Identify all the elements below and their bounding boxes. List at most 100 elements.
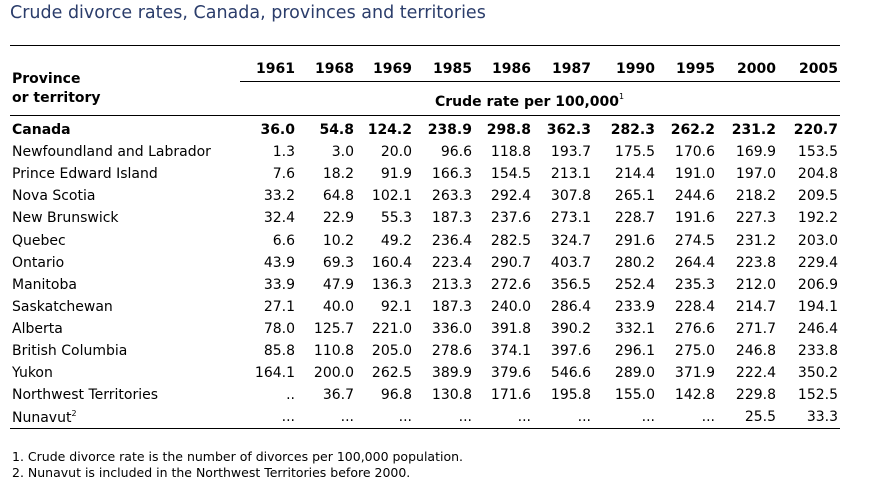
- table-cell: 91.9: [380, 166, 412, 183]
- table-cell: 10.2: [322, 232, 354, 249]
- table-cell: 187.3: [431, 298, 472, 315]
- row-label-text: Nunavut: [12, 410, 72, 427]
- table-cell: 200.0: [313, 365, 354, 382]
- year-header-1987: 1987: [552, 61, 591, 77]
- table-cell: 389.9: [431, 365, 472, 382]
- row-label: Saskatchewan: [12, 299, 113, 315]
- row-label-text: British Columbia: [12, 343, 128, 359]
- table-cell: 324.7: [550, 232, 591, 249]
- table-cell: 390.2: [550, 320, 591, 337]
- table-cell: ...: [577, 409, 591, 426]
- table-cell: 221.0: [371, 320, 412, 337]
- table-cell: 275.0: [674, 343, 715, 359]
- table-row: Nunavut2........................ 25.5 33.3: [0, 409, 894, 431]
- table-row: Alberta 78.0 125.7 221.0 336.0 391.8 390.2 332.…: [0, 321, 894, 343]
- table-cell: 152.5: [797, 387, 838, 404]
- table-cell: 55.3: [380, 210, 412, 227]
- table-cell: 212.0: [735, 276, 776, 293]
- table-row: Northwest Territories.. 36.7 96.8 130.8 171.…: [0, 387, 894, 409]
- table-cell: 350.2: [797, 365, 838, 382]
- table-cell: 7.6: [272, 166, 295, 183]
- row-label: British Columbia: [12, 343, 127, 359]
- table-cell: 362.3: [546, 122, 591, 138]
- table-cell: 223.4: [431, 254, 472, 271]
- table-cell: 22.9: [322, 210, 354, 227]
- table-row: Manitoba 33.9 47.9 136.3 213.3 272.6 356.5 252.…: [0, 277, 894, 299]
- table-cell: 214.7: [735, 298, 776, 315]
- table-cell: 231.2: [735, 232, 776, 249]
- table-cell: 371.9: [674, 365, 715, 382]
- row-label-text: Saskatchewan: [12, 298, 113, 315]
- table-cell: 280.2: [614, 254, 655, 271]
- table-cell: 209.5: [797, 188, 838, 205]
- table-cell: 223.8: [735, 254, 776, 271]
- table-cell: 291.6: [614, 232, 655, 249]
- table-cell: 6.6: [272, 232, 295, 249]
- table-cell: 262.2: [670, 122, 715, 138]
- table-cell: 33.3: [806, 409, 838, 426]
- row-label: Yukon: [12, 365, 53, 381]
- table-cell: 391.8: [490, 320, 531, 337]
- table-cell: 25.5: [744, 409, 776, 426]
- table-cell: 32.4: [263, 210, 295, 227]
- row-label-text: Yukon: [12, 365, 53, 382]
- year-header-1990: 1990: [616, 61, 655, 77]
- table-cell: 203.0: [797, 232, 838, 249]
- table-cell: ...: [281, 409, 295, 426]
- year-underline: [240, 81, 840, 82]
- table-row: Nova Scotia 33.2 64.8 102.1 263.3 292.4 307.8 2…: [0, 188, 894, 210]
- table-cell: 240.0: [490, 298, 531, 315]
- table-cell: 136.3: [371, 276, 412, 293]
- table-cell: 20.0: [380, 144, 412, 161]
- table-cell: 282.3: [610, 122, 655, 138]
- table-cell: 229.8: [735, 387, 776, 404]
- table-cell: ...: [398, 409, 412, 426]
- row-label: Manitoba: [12, 277, 77, 293]
- table-cell: 296.1: [614, 343, 655, 359]
- table-cell: 286.4: [550, 298, 591, 315]
- table-cell: 271.7: [735, 320, 776, 337]
- table-cell: 206.9: [797, 276, 838, 293]
- table-cell: 273.1: [550, 210, 591, 227]
- table-cell: 244.6: [674, 188, 715, 205]
- table-cell: 218.2: [735, 188, 776, 205]
- table-cell: 252.4: [614, 276, 655, 293]
- unit-footnote-ref: 1: [619, 92, 625, 101]
- table-cell: 164.1: [254, 365, 295, 382]
- table-row: British Columbia 85.8 110.8 205.0 278.6 374.1…: [0, 343, 894, 365]
- table-cell: 379.6: [490, 365, 531, 382]
- table-cell: 27.1: [263, 298, 295, 315]
- table-cell: 175.5: [614, 144, 655, 161]
- table-cell: 213.3: [431, 276, 472, 293]
- table-cell: 290.7: [490, 254, 531, 271]
- table-cell: 214.4: [614, 166, 655, 183]
- table-cell: 33.2: [263, 188, 295, 205]
- table-cell: 227.3: [735, 210, 776, 227]
- table-cell: 282.5: [490, 232, 531, 249]
- footnote-2: 2. Nunavut is included in the Northwest …: [12, 465, 411, 480]
- row-label-text: Alberta: [12, 320, 63, 337]
- table-cell: 276.6: [674, 320, 715, 337]
- table-row: Newfoundland and Labrador 1.3 3.0 20.0 96.6 1…: [0, 144, 894, 166]
- year-header-1986: 1986: [492, 61, 531, 77]
- row-label-text: Northwest Territories: [12, 387, 159, 404]
- table-cell: 263.3: [431, 188, 472, 205]
- table-cell: 191.6: [674, 210, 715, 227]
- table-cell: 1.3: [272, 144, 295, 161]
- header-bottom-rule: [10, 115, 840, 116]
- table-cell: 546.6: [550, 365, 591, 382]
- row-label: New Brunswick: [12, 210, 119, 226]
- table-cell: 397.6: [550, 343, 591, 359]
- row-label-text: New Brunswick: [12, 210, 119, 227]
- table-row: Prince Edward Island 7.6 18.2 91.9 166.3 154.…: [0, 166, 894, 188]
- year-header-1985: 1985: [433, 61, 472, 77]
- year-header-1969: 1969: [373, 61, 412, 77]
- table-cell: 195.8: [550, 387, 591, 404]
- table-cell: 69.3: [322, 254, 354, 271]
- table-cell: 78.0: [263, 320, 295, 337]
- table-cell: 36.7: [322, 387, 354, 404]
- footnote-1: 1. Crude divorce rate is the number of d…: [12, 449, 463, 464]
- row-label-text: Canada: [12, 122, 71, 138]
- row-label-text: Nova Scotia: [12, 188, 96, 205]
- year-header-2005: 2005: [799, 61, 838, 77]
